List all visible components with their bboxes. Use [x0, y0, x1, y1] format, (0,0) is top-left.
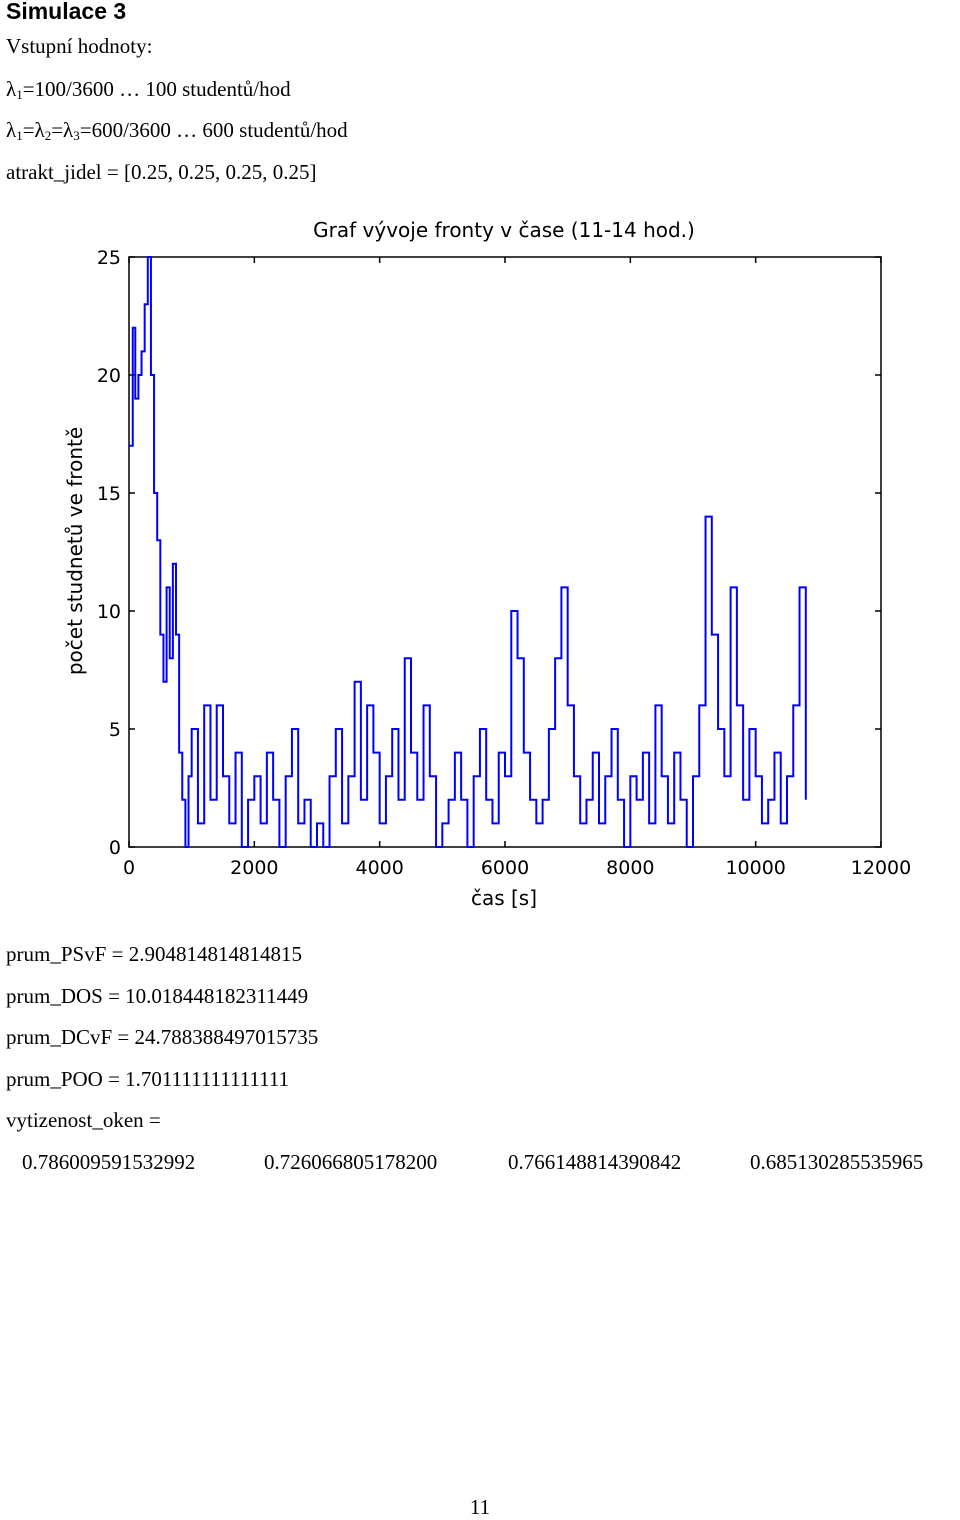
x-tick-label: 8000 [606, 857, 654, 879]
atrakt-line: atrakt_jidel = [0.25, 0.25, 0.25, 0.25] [6, 160, 317, 184]
y-tick-label: 5 [109, 719, 121, 741]
prum-psvf: prum_PSvF = 2.904814814814815 [6, 942, 302, 966]
page-number: 11 [469, 1495, 491, 1519]
y-tick-label: 0 [109, 837, 121, 859]
lambda-subscript: 1 [16, 87, 23, 102]
x-tick-label: 6000 [481, 857, 529, 879]
x-tick-label: 4000 [355, 857, 403, 879]
lambda-symbol: λ [6, 77, 17, 101]
prum-poo: prum_POO = 1.701111111111111 [6, 1067, 290, 1091]
vytizenost-label: vytizenost_oken = [6, 1108, 161, 1132]
chart-ylabel: počet studnetů ve frontě [63, 427, 87, 675]
chart-xlabel: čas [s] [471, 886, 537, 910]
x-tick-label: 2000 [230, 857, 278, 879]
lambda1-value: =100/3600 … 100 studentů/hod [22, 77, 291, 101]
lambda1-line: λ1=100/3600 … 100 studentů/hod [6, 77, 291, 103]
vytizenost-value-1: 0.786009591532992 [22, 1150, 196, 1174]
x-tick-label: 12000 [851, 857, 911, 879]
queue-chart: Graf vývoje fronty v čase (11-14 hod.) č… [63, 218, 911, 910]
prum-dos: prum_DOS = 10.018448182311449 [6, 984, 309, 1008]
axis-ticks: 0 2000 4000 6000 8000 10000 12000 0 5 10 15 20 25 [97, 247, 911, 879]
y-tick-label: 20 [97, 365, 121, 387]
y-tick-label: 15 [97, 483, 121, 505]
page-heading: Simulace 3 [6, 0, 127, 24]
y-tick-label: 25 [97, 247, 121, 269]
vytizenost-value-4: 0.685130285535965 [750, 1150, 924, 1174]
x-tick-label: 0 [123, 857, 135, 879]
y-tick-label: 10 [97, 601, 121, 623]
vytizenost-value-3: 0.766148814390842 [508, 1150, 682, 1174]
lambda-all-line: λ1=λ2=λ3=600/3600 … 600 studentů/hod [6, 118, 348, 143]
lambda-all-value: =600/3600 … 600 studentů/hod [79, 118, 348, 142]
x-tick-label: 10000 [725, 857, 785, 879]
vytizenost-value-2: 0.726066805178200 [264, 1150, 438, 1174]
inputs-label: Vstupní hodnoty: [6, 34, 153, 58]
chart-title: Graf vývoje fronty v čase (11-14 hod.) [313, 218, 695, 242]
series-line [129, 256, 807, 848]
prum-dcvf: prum_DCvF = 24.788388497015735 [6, 1025, 319, 1049]
